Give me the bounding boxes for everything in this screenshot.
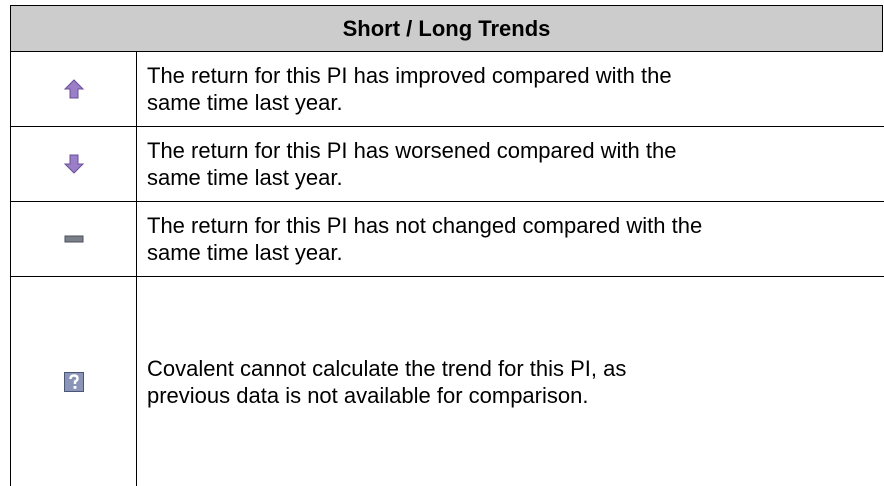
unknown-icon	[63, 371, 84, 392]
table-row: The return for this PI has not changed c…	[10, 202, 884, 277]
row-description: The return for this PI has worsened comp…	[147, 127, 884, 201]
up-arrow-icon	[63, 79, 84, 99]
table-row: Covalent cannot calculate the trend for …	[10, 277, 884, 486]
text-line: The return for this PI has worsened comp…	[147, 138, 677, 163]
icon-cell	[11, 277, 137, 486]
icon-cell	[11, 202, 137, 276]
table-header: Short / Long Trends	[10, 5, 883, 52]
row-description: Covalent cannot calculate the trend for …	[147, 277, 884, 486]
row-description: The return for this PI has not changed c…	[147, 202, 884, 276]
row-description: The return for this PI has improved comp…	[147, 52, 884, 126]
icon-cell	[11, 127, 137, 201]
text-line: same time last year.	[147, 165, 343, 190]
table-row: The return for this PI has worsened comp…	[10, 127, 884, 202]
text-line: The return for this PI has not changed c…	[147, 213, 703, 238]
down-arrow-icon	[63, 154, 84, 174]
text-line: The return for this PI has improved comp…	[147, 63, 672, 88]
text-line: same time last year.	[147, 90, 343, 115]
table-row: The return for this PI has improved comp…	[10, 52, 884, 127]
no-change-icon	[64, 235, 83, 243]
text-line: same time last year.	[147, 240, 343, 265]
text-line: previous data is not available for compa…	[147, 382, 589, 408]
text-line: Covalent cannot calculate the trend for …	[147, 355, 627, 381]
icon-cell	[11, 52, 137, 126]
